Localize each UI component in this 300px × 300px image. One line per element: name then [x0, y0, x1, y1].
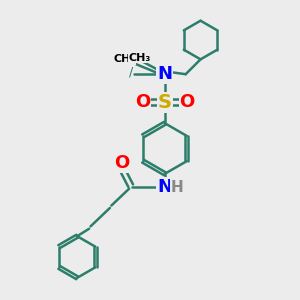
Text: O: O: [135, 93, 150, 111]
Text: N: N: [158, 178, 172, 196]
Text: CH₃: CH₃: [114, 54, 136, 64]
Text: /: /: [129, 65, 133, 78]
Text: H: H: [171, 180, 184, 195]
Text: N: N: [158, 65, 172, 83]
Text: S: S: [158, 93, 172, 112]
Text: CH₃: CH₃: [128, 53, 151, 63]
Text: O: O: [179, 93, 195, 111]
Text: O: O: [114, 154, 129, 172]
